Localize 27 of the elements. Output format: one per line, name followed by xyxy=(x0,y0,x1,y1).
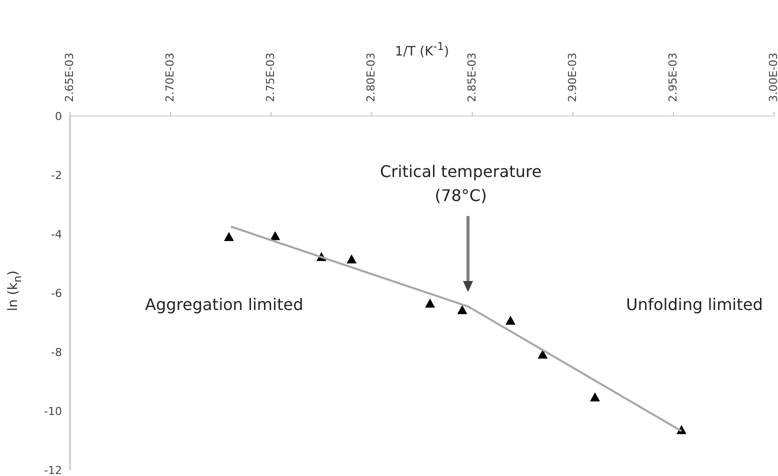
y-tick-label: -4 xyxy=(51,228,62,241)
point xyxy=(457,305,468,314)
x-tick-label: 2.85E-03 xyxy=(465,52,478,102)
x-tick-label: 2.80E-03 xyxy=(364,52,378,102)
point xyxy=(538,350,548,359)
annotation: Unfolding limited xyxy=(626,294,763,316)
point xyxy=(425,298,436,308)
annotation: Critical temperature (78°C) xyxy=(380,161,542,207)
point xyxy=(270,231,280,240)
annotation: Aggregation limited xyxy=(145,294,304,316)
point xyxy=(346,254,357,264)
x-tick-label: 2.95E-03 xyxy=(666,52,680,102)
point xyxy=(590,392,600,402)
x-axis-title: 1/T (K$^{-1}$) xyxy=(394,40,450,60)
y-tick-label: 0 xyxy=(55,110,62,123)
x-tick-label: 2.65E-03 xyxy=(63,52,76,102)
y-tick-label: -6 xyxy=(51,286,62,300)
x-tick-label: 3.00E-03 xyxy=(767,52,778,102)
x-tick-label: 2.75E-03 xyxy=(264,52,278,102)
point xyxy=(506,316,516,325)
y-tick-label: -10 xyxy=(44,404,62,418)
y-tick-label: -8 xyxy=(51,346,62,359)
x-tick-label: 2.70E-03 xyxy=(164,52,177,102)
y-tick-label: -2 xyxy=(51,168,62,182)
y-tick-label: -12 xyxy=(44,464,62,476)
point xyxy=(224,232,234,241)
x-tick-label: 2.90E-03 xyxy=(566,52,579,102)
